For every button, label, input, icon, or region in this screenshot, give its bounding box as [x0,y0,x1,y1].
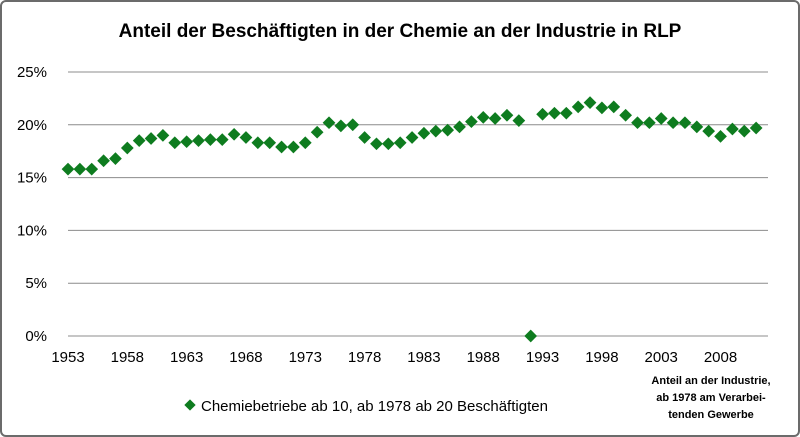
data-point [417,126,431,140]
x-tick-label: 1978 [348,349,381,366]
data-point [441,123,455,137]
data-point [654,112,668,125]
data-point [251,136,265,150]
legend: Chemiebetriebe ab 10, ab 1978 ab 20 Besc… [184,398,548,415]
data-point [346,118,360,132]
x-tick-label: 1983 [407,349,440,366]
data-point [204,133,217,146]
data-point [132,134,146,148]
data-point [215,133,229,146]
data-point [334,119,348,133]
annotation-line-2: ab 1978 am Verarbei- [656,392,766,404]
y-tick-label: 5% [25,275,47,292]
y-tick-label: 10% [17,222,47,239]
x-tick-label: 1993 [526,349,559,366]
x-tick-label: 2003 [645,349,678,366]
data-point [298,136,312,150]
legend-marker [184,399,196,411]
data-point [393,136,407,150]
data-point [548,106,561,120]
data-point [287,140,300,154]
data-point [168,136,182,150]
gridlines [68,71,768,337]
data-point [227,127,241,141]
x-tick-label: 1998 [585,349,618,366]
chart-title: Anteil der Beschäftigten in der Chemie a… [119,21,682,42]
data-point [263,136,277,150]
data-points [61,96,763,343]
data-point [192,134,205,148]
data-point [358,131,371,144]
data-point [370,137,383,151]
data-point [61,162,75,176]
x-tick-label: 1988 [467,349,500,366]
data-point [405,131,419,144]
data-point [322,116,336,130]
data-point [714,130,727,143]
x-tick-label: 2008 [704,349,737,366]
data-point [702,124,716,138]
data-point [607,100,621,114]
data-point [749,121,763,135]
data-point [180,135,194,149]
x-tick-label: 1953 [51,349,84,366]
data-point [488,112,502,125]
data-point [536,107,549,121]
legend-label: Chemiebetriebe ab 10, ab 1978 ab 20 Besc… [201,398,548,415]
annotation-line-1: Anteil an der Industrie, [651,375,770,387]
data-point [631,116,644,130]
data-point [737,124,751,138]
data-point [85,162,99,176]
data-point [239,131,253,144]
data-point [583,96,597,109]
data-point [619,108,632,122]
y-tick-label: 15% [17,170,47,187]
data-point [465,115,478,128]
data-point [429,124,443,138]
y-tick-label: 25% [17,64,47,81]
data-point [156,128,170,142]
data-point [690,120,704,134]
data-point [453,120,466,134]
x-tick-label: 1963 [170,349,203,366]
data-point [666,116,680,130]
data-point [109,152,122,165]
data-point [524,329,538,343]
data-point [275,140,288,154]
y-tick-label: 0% [25,328,47,345]
data-point [476,111,490,124]
data-point [642,116,656,130]
data-point [381,137,395,151]
data-point [595,101,609,115]
x-tick-label: 1973 [289,349,322,366]
annotation-line-3: tenden Gewerbe [668,409,754,421]
x-tick-label: 1958 [111,349,144,366]
data-point [571,100,585,114]
annotation: Anteil an der Industrie, ab 1978 am Vera… [651,375,770,421]
data-point [97,154,110,168]
y-tick-label: 20% [17,117,47,134]
x-tick-label: 1968 [229,349,262,366]
data-point [310,125,324,139]
data-point [73,162,87,176]
x-axis-ticks: 1953 1958 1963 1968 1973 1978 1983 1988 1993 1998… [51,349,737,366]
data-point [559,106,573,120]
y-axis-ticks: 0% 5% 10% 15% 20% 25% [17,64,47,345]
data-point [120,141,134,155]
data-point [144,132,158,145]
data-point [500,108,514,122]
data-point [678,116,692,130]
